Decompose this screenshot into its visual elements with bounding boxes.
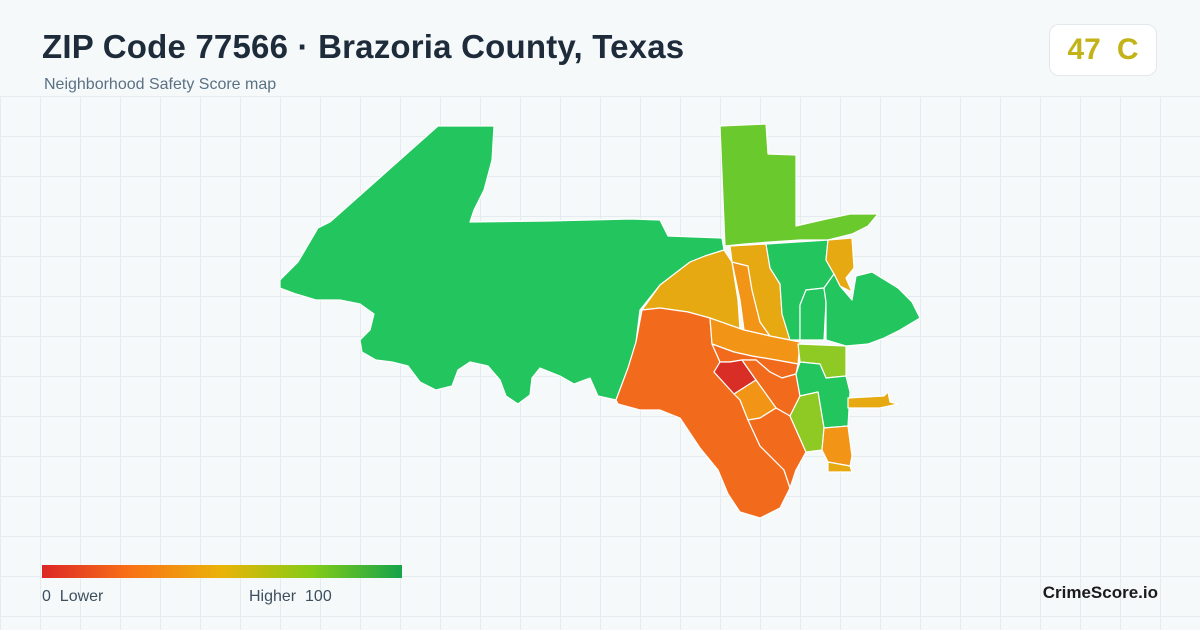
safety-score-badge: 47 C (1049, 24, 1157, 76)
neighborhood-east-spur[interactable] (847, 391, 899, 409)
page-title: ZIP Code 77566 · Brazoria County, Texas (42, 28, 685, 65)
neighborhood-central-6[interactable] (747, 407, 807, 489)
neighborhood-east[interactable] (823, 271, 921, 347)
page-subtitle: Neighborhood Safety Score map (44, 76, 277, 93)
neighborhood-north[interactable] (719, 123, 879, 247)
legend-high-label: Higher 100 (249, 588, 332, 606)
legend-min-text: Lower (59, 588, 104, 605)
legend-gradient-bar (42, 565, 402, 578)
brand-logo-text: CrimeScore.io (1042, 583, 1158, 602)
legend-min-value: 0 (42, 588, 51, 605)
neighborhood-northeast-2[interactable] (825, 237, 855, 293)
neighborhood-east-south-1[interactable] (821, 425, 853, 467)
score-value: 47 (1067, 33, 1101, 66)
legend-max-text: Higher (249, 588, 297, 605)
neighborhood-northeast-3[interactable] (799, 287, 827, 341)
legend-low-label: 0 Lower (42, 588, 103, 606)
score-grade: C (1116, 33, 1139, 66)
neighborhood-east-south-2[interactable] (827, 461, 853, 473)
legend-max-value: 100 (305, 588, 332, 605)
neighborhood-west[interactable] (279, 125, 725, 405)
